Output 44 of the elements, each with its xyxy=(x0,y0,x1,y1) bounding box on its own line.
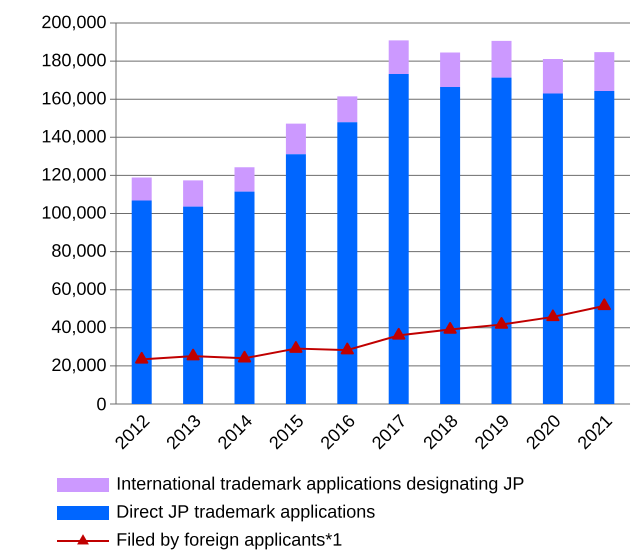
y-tick-label: 200,000 xyxy=(42,16,106,30)
bar xyxy=(440,87,460,404)
bar xyxy=(492,78,512,404)
bar xyxy=(132,177,152,201)
y-tick-label: 0 xyxy=(97,398,106,410)
bar xyxy=(132,200,152,404)
legend-label: International trademark applications designating JP xyxy=(118,476,524,494)
bar xyxy=(440,52,460,88)
y-tick-label: 60,000 xyxy=(52,282,106,298)
y-tick-label: 80,000 xyxy=(52,244,106,260)
point xyxy=(546,309,560,322)
bar xyxy=(337,122,358,404)
bar xyxy=(286,154,306,404)
y-tick-label: 40,000 xyxy=(52,320,106,336)
bar xyxy=(492,40,512,78)
point xyxy=(340,342,354,354)
bar xyxy=(286,124,306,154)
y-tick-label: 120,000 xyxy=(42,168,106,183)
point xyxy=(598,298,611,310)
point xyxy=(289,341,303,353)
point xyxy=(392,328,406,340)
point xyxy=(135,352,148,364)
point xyxy=(186,348,200,360)
y-tick-label: 100,000 xyxy=(42,206,106,221)
legend-label: Direct JP trademark applications xyxy=(118,504,375,522)
bar xyxy=(594,91,614,404)
bar xyxy=(183,206,204,404)
y-tick-label: 20,000 xyxy=(52,358,106,374)
bar xyxy=(234,192,255,404)
y-tick-label: 140,000 xyxy=(42,130,106,145)
point xyxy=(238,350,252,363)
bar xyxy=(388,40,409,74)
bar xyxy=(234,167,255,192)
point xyxy=(443,322,457,334)
y-tick-label: 180,000 xyxy=(42,54,106,69)
legend-label: Filed by foreign applicants*1 xyxy=(118,532,342,550)
bar xyxy=(542,59,563,94)
point xyxy=(494,317,508,329)
bar xyxy=(594,52,614,92)
bar xyxy=(183,180,204,207)
y-tick-label: 160,000 xyxy=(42,92,106,107)
bar xyxy=(337,96,358,122)
bar xyxy=(388,74,409,404)
bar xyxy=(542,93,563,404)
